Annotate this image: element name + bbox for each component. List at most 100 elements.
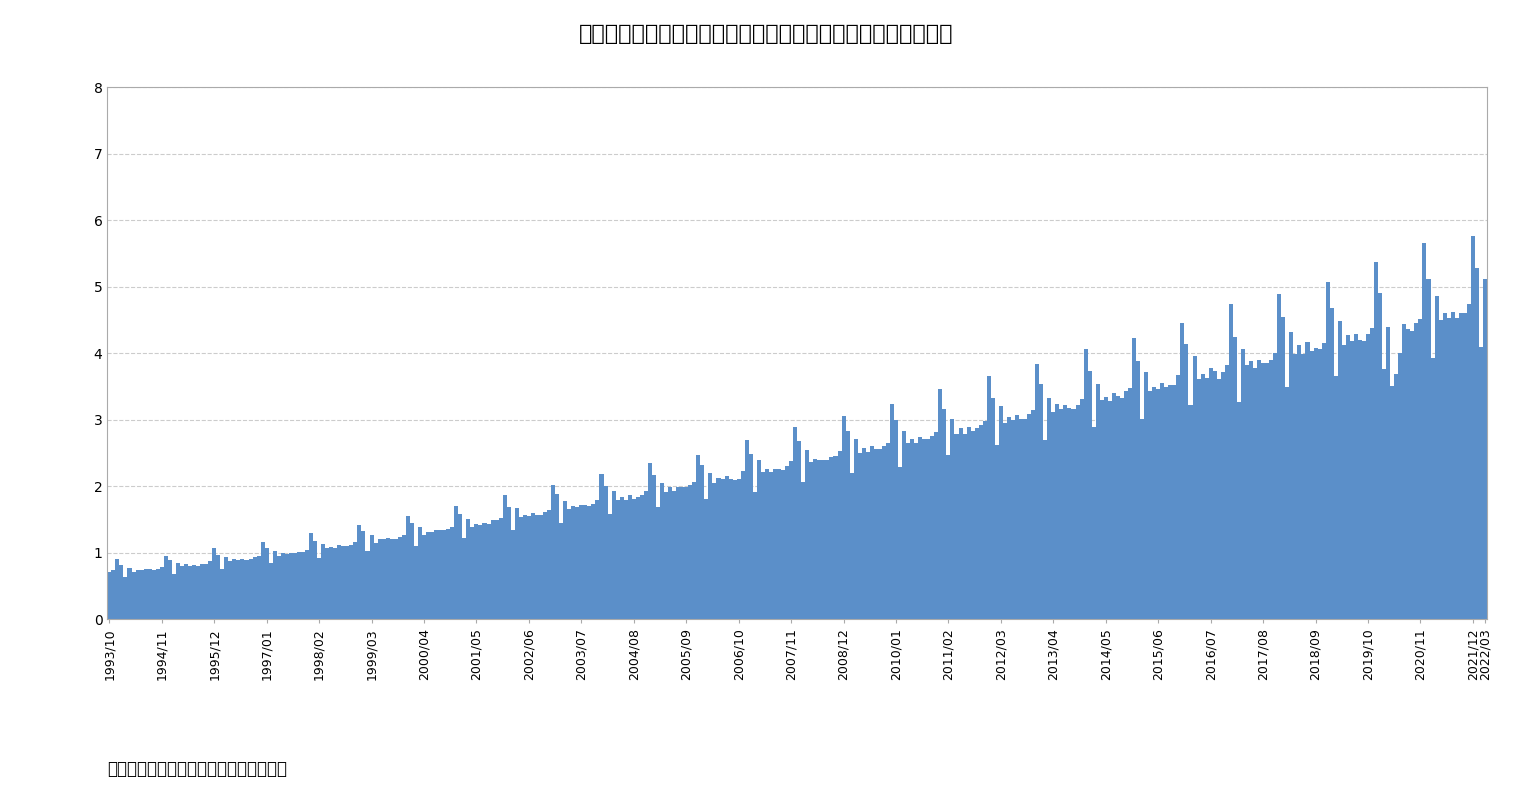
Bar — [1233, 337, 1237, 619]
Bar — [584, 505, 587, 619]
Bar — [797, 441, 802, 619]
Bar — [1410, 330, 1415, 619]
Bar — [780, 469, 785, 619]
Bar — [1366, 333, 1371, 619]
Bar — [458, 514, 463, 619]
Bar — [540, 515, 543, 619]
Bar — [402, 535, 406, 619]
Bar — [1398, 353, 1403, 619]
Bar — [397, 537, 402, 619]
Bar — [938, 388, 943, 619]
Bar — [648, 464, 652, 619]
Bar — [560, 523, 563, 619]
Bar — [805, 449, 809, 619]
Bar — [1390, 387, 1393, 619]
Bar — [575, 507, 579, 619]
Bar — [713, 484, 716, 619]
Bar — [192, 565, 196, 619]
Bar — [471, 527, 474, 619]
Bar — [950, 419, 955, 619]
Bar — [483, 522, 486, 619]
Bar — [688, 484, 693, 619]
Bar — [1213, 371, 1217, 619]
Bar — [681, 487, 684, 619]
Bar — [1035, 364, 1039, 619]
Bar — [273, 551, 277, 619]
Bar — [1289, 332, 1294, 619]
Bar — [1164, 387, 1168, 619]
Bar — [1032, 410, 1035, 619]
Bar — [1225, 364, 1229, 619]
Bar — [1467, 304, 1470, 619]
Bar — [1403, 324, 1406, 619]
Bar — [342, 545, 345, 619]
Bar — [451, 527, 454, 619]
Bar — [1257, 360, 1262, 619]
Bar — [438, 530, 442, 619]
Bar — [1378, 292, 1383, 619]
Bar — [604, 486, 607, 619]
Bar — [862, 448, 866, 619]
Bar — [535, 515, 540, 619]
Bar — [846, 431, 849, 619]
Bar — [201, 565, 204, 619]
Bar — [491, 521, 495, 619]
Bar — [1180, 323, 1185, 619]
Bar — [1418, 319, 1423, 619]
Bar — [773, 468, 777, 619]
Bar — [572, 506, 575, 619]
Bar — [1249, 361, 1252, 619]
Bar — [1374, 263, 1378, 619]
Bar — [478, 525, 483, 619]
Bar — [757, 460, 760, 619]
Bar — [708, 473, 713, 619]
Bar — [1245, 365, 1249, 619]
Bar — [1148, 391, 1153, 619]
Bar — [619, 497, 624, 619]
Bar — [668, 487, 671, 619]
Bar — [261, 542, 265, 619]
Bar — [386, 538, 389, 619]
Bar — [814, 459, 817, 619]
Bar — [898, 467, 901, 619]
Bar — [1055, 404, 1059, 619]
Bar — [1282, 318, 1285, 619]
Bar — [684, 487, 688, 619]
Bar — [1447, 318, 1450, 619]
Bar — [1027, 414, 1032, 619]
Bar — [914, 443, 918, 619]
Bar — [632, 499, 636, 619]
Bar — [1076, 406, 1079, 619]
Bar — [1459, 313, 1462, 619]
Bar — [1052, 412, 1055, 619]
Bar — [639, 495, 644, 619]
Bar — [906, 443, 911, 619]
Bar — [1393, 374, 1398, 619]
Bar — [374, 543, 377, 619]
Bar — [144, 569, 147, 619]
Bar — [1450, 312, 1455, 619]
Bar — [911, 438, 914, 619]
Bar — [990, 399, 995, 619]
Bar — [495, 519, 498, 619]
Bar — [406, 516, 409, 619]
Bar — [474, 523, 478, 619]
Bar — [656, 507, 661, 619]
Bar — [1047, 398, 1052, 619]
Text: （資料：経済産業省のデータから作成）: （資料：経済産業省のデータから作成） — [107, 760, 287, 778]
Bar — [1482, 279, 1487, 619]
Bar — [793, 426, 797, 619]
Bar — [256, 556, 261, 619]
Bar — [253, 557, 256, 619]
Bar — [1269, 360, 1274, 619]
Bar — [466, 519, 471, 619]
Bar — [1358, 341, 1361, 619]
Bar — [547, 510, 550, 619]
Bar — [1116, 396, 1121, 619]
Bar — [1443, 313, 1447, 619]
Bar — [1317, 349, 1321, 619]
Bar — [886, 443, 891, 619]
Bar — [530, 514, 535, 619]
Bar — [1338, 322, 1341, 619]
Bar — [842, 416, 846, 619]
